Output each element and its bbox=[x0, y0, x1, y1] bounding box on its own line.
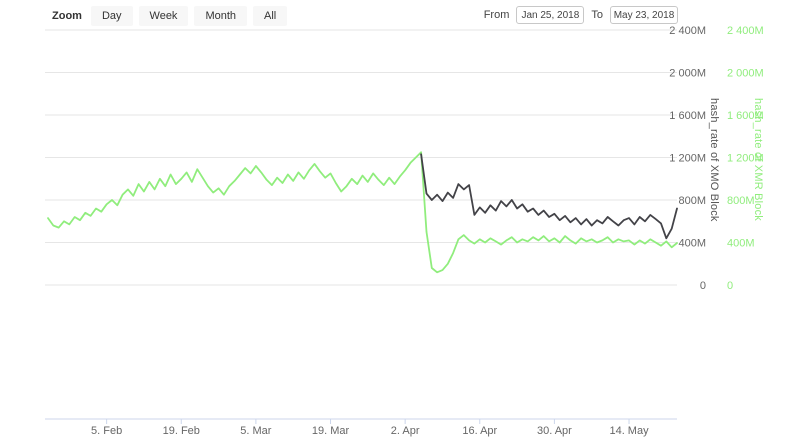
range-button-all[interactable]: All bbox=[253, 6, 288, 26]
x-tick-label: 19. Feb bbox=[163, 425, 200, 437]
y-tick-label-xmo: 800M bbox=[678, 195, 706, 207]
x-tick-label: 5. Feb bbox=[91, 425, 122, 437]
series-line-xmr[interactable] bbox=[47, 151, 678, 274]
y-tick-label-xmr: 800M bbox=[727, 195, 755, 207]
y-tick-label-xmo: 400M bbox=[678, 238, 706, 250]
to-label: To bbox=[591, 9, 603, 21]
x-tick-label: 14. May bbox=[609, 425, 649, 437]
y-tick-label-xmo: 1 600M bbox=[669, 110, 706, 122]
zoom-buttons: Day Week Month All bbox=[90, 6, 288, 26]
zoom-label: Zoom bbox=[52, 10, 82, 22]
range-button-week[interactable]: Week bbox=[138, 6, 189, 26]
to-date-input[interactable] bbox=[610, 6, 678, 24]
y-axis-title-xmo: hash_rate of XMO Block bbox=[708, 98, 720, 222]
range-selector-zoom-group: Zoom Day Week Month All bbox=[52, 6, 288, 26]
x-tick-label: 30. Apr bbox=[537, 425, 572, 437]
series-line-xmo[interactable] bbox=[420, 153, 678, 240]
y-tick-label-xmo: 0 bbox=[700, 280, 706, 292]
y-tick-label-xmr: 1 600M bbox=[727, 110, 764, 122]
y-tick-label-xmo: 2 400M bbox=[669, 25, 706, 37]
x-tick-label: 2. Apr bbox=[391, 425, 420, 437]
x-tick-label: 5. Mar bbox=[240, 425, 272, 437]
from-label: From bbox=[483, 9, 510, 21]
x-tick-label: 16. Apr bbox=[462, 425, 497, 437]
x-tick-label: 19. Mar bbox=[312, 425, 350, 437]
range-selector-date-group: From To bbox=[484, 6, 678, 24]
y-tick-label-xmo: 2 000M bbox=[669, 68, 706, 80]
range-button-day[interactable]: Day bbox=[90, 6, 133, 26]
y-tick-label-xmr: 0 bbox=[727, 280, 733, 292]
y-tick-label-xmo: 1 200M bbox=[669, 153, 706, 165]
range-button-month[interactable]: Month bbox=[194, 6, 248, 26]
from-date-input[interactable] bbox=[516, 6, 585, 24]
y-tick-label-xmr: 400M bbox=[727, 238, 755, 250]
y-tick-label-xmr: 1 200M bbox=[727, 153, 764, 165]
y-tick-label-xmr: 2 400M bbox=[727, 25, 764, 37]
y-axis-title-xmr: hash_rate of XMR Block bbox=[752, 98, 764, 222]
y-tick-label-xmr: 2 000M bbox=[727, 68, 764, 80]
